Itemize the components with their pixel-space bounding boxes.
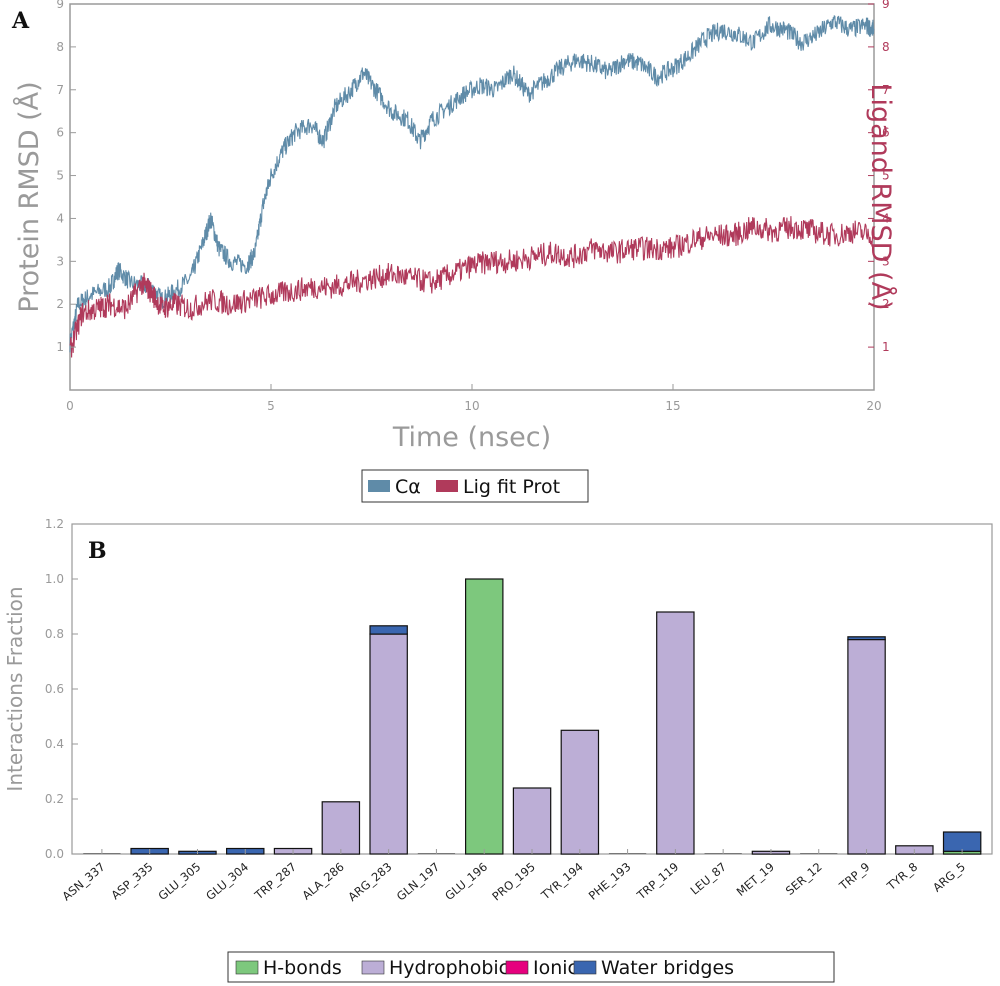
category-label: ARG_283 — [345, 860, 394, 904]
y-tick-label-right: 6 — [882, 126, 890, 140]
legend-swatch-ionic — [505, 960, 529, 975]
y-tick-label-b: 0.4 — [45, 737, 64, 751]
legend-swatch-calpha — [368, 480, 390, 492]
category-label: PRO_195 — [489, 860, 538, 904]
legend-swatch-h-bonds — [235, 960, 259, 975]
legend-label-ligfit: Lig fit Prot — [463, 476, 560, 498]
legend-label-ionic: Ionic — [533, 957, 578, 979]
y-tick-label-right: 7 — [882, 83, 890, 97]
x-tick-label: 20 — [866, 399, 881, 413]
y-tick-label-left: 8 — [56, 40, 64, 54]
bars-group-b — [83, 578, 982, 855]
category-label: TYR_194 — [538, 860, 586, 903]
y-tick-label-left: 6 — [56, 126, 64, 140]
y-tick-label-b: 0.8 — [45, 627, 64, 641]
x-axis-label: Time (nsec) — [392, 422, 551, 453]
panel-letter-a: A — [11, 8, 30, 34]
category-label: TRP_119 — [633, 860, 681, 903]
category-label: ARG_5 — [930, 860, 968, 895]
x-tick-label: 10 — [464, 399, 479, 413]
plot-area-a — [69, 3, 875, 391]
y-tick-label-right: 2 — [882, 297, 890, 311]
series-line-lig-fit-prot — [69, 216, 875, 358]
bar-pro-195-hydrophobic — [512, 787, 552, 855]
category-label: SER_12 — [783, 860, 825, 898]
x-tick-label: 5 — [267, 399, 275, 413]
y-tick-label-left: 1 — [56, 340, 64, 354]
x-tick-label: 15 — [665, 399, 680, 413]
legend-swatch-hydrophobic — [361, 960, 385, 975]
y-tick-label-left: 7 — [56, 83, 64, 97]
bar-trp-9-water-bridges — [847, 636, 886, 641]
legend-label-calpha: Cα — [395, 476, 421, 498]
panel-a: 0 5 10 15 20 1 2 3 4 5 6 7 8 9 1 2 3 4 5 6 7 8 9 A Protein RMS… — [11, 0, 897, 503]
category-label: GLU_196 — [442, 860, 490, 903]
category-label: ALA_286 — [299, 860, 346, 903]
category-label: ASP_335 — [108, 860, 155, 903]
category-label: MET_19 — [734, 860, 777, 899]
panel-letter-b: B — [88, 538, 107, 564]
bar-ala-286-hydrophobic — [321, 801, 361, 855]
category-label: GLU_304 — [203, 860, 251, 903]
bar-arg-283-water-bridges — [369, 625, 408, 635]
y-tick-label-b: 0.6 — [45, 682, 64, 696]
bar-tyr-194-hydrophobic — [560, 729, 600, 855]
y-tick-label-b: 0.0 — [45, 847, 64, 861]
y-tick-label-right: 5 — [882, 169, 890, 183]
legend-label-hydrophobic: Hydrophobic — [389, 957, 509, 979]
y-tick-label-right: 9 — [882, 0, 890, 11]
y-axis-label-b: Interactions Fraction — [3, 586, 27, 791]
ticks-a: 0 5 10 15 20 1 2 3 4 5 6 7 8 9 1 2 3 4 5 6 7 8 9 — [56, 0, 889, 413]
y-tick-label-right: 1 — [882, 340, 890, 354]
bar-trp-119-hydrophobic — [656, 611, 695, 855]
y-tick-label-right: 4 — [882, 211, 890, 225]
y-tick-label-right: 3 — [882, 254, 890, 268]
legend-b: H-bonds Hydrophobic Ionic Water bridges — [227, 951, 835, 983]
series-group-a — [69, 14, 875, 358]
y-tick-label-left: 3 — [56, 254, 64, 268]
y-tick-label-left: 9 — [56, 0, 64, 11]
series-line-calpha — [69, 14, 875, 353]
legend-label-h-bonds: H-bonds — [263, 957, 342, 979]
bar-arg-283-hydrophobic — [369, 633, 408, 855]
category-label: GLN_197 — [394, 860, 443, 904]
y-tick-label-left: 5 — [56, 169, 64, 183]
legend-swatch-water-bridges — [573, 960, 597, 975]
legend-label-water-bridges: Water bridges — [601, 957, 734, 979]
legend-a-box — [361, 469, 589, 503]
legend-b-box — [227, 951, 835, 983]
x-tick-label: 0 — [66, 399, 74, 413]
category-label: PHE_193 — [586, 860, 634, 903]
category-label: TRP_287 — [251, 860, 299, 903]
category-label: ASN_337 — [59, 860, 107, 904]
y-tick-label-b: 1.0 — [45, 572, 64, 586]
y-tick-label-left: 4 — [56, 211, 64, 225]
bar-trp-9-hydrophobic — [847, 638, 886, 855]
category-label: TRP_9 — [836, 860, 873, 894]
y-axis-label-right: Ligand RMSD (Å) — [865, 83, 897, 310]
category-label: TYR_8 — [884, 860, 921, 894]
legend-swatch-ligfit — [436, 480, 458, 492]
bar-arg-5-water-bridges — [942, 831, 982, 852]
y-tick-label-b: 0.2 — [45, 792, 64, 806]
legend-a: Cα Lig fit Prot — [361, 469, 589, 503]
category-label: LEU_87 — [688, 860, 730, 898]
y-tick-label-right: 8 — [882, 40, 890, 54]
y-tick-label-b: 1.2 — [45, 517, 64, 531]
y-tick-label-left: 2 — [56, 297, 64, 311]
bar-glu-196-h-bonds — [465, 578, 504, 855]
category-label: GLU_305 — [155, 860, 203, 903]
y-axis-label-left: Protein RMSD (Å) — [13, 81, 45, 312]
